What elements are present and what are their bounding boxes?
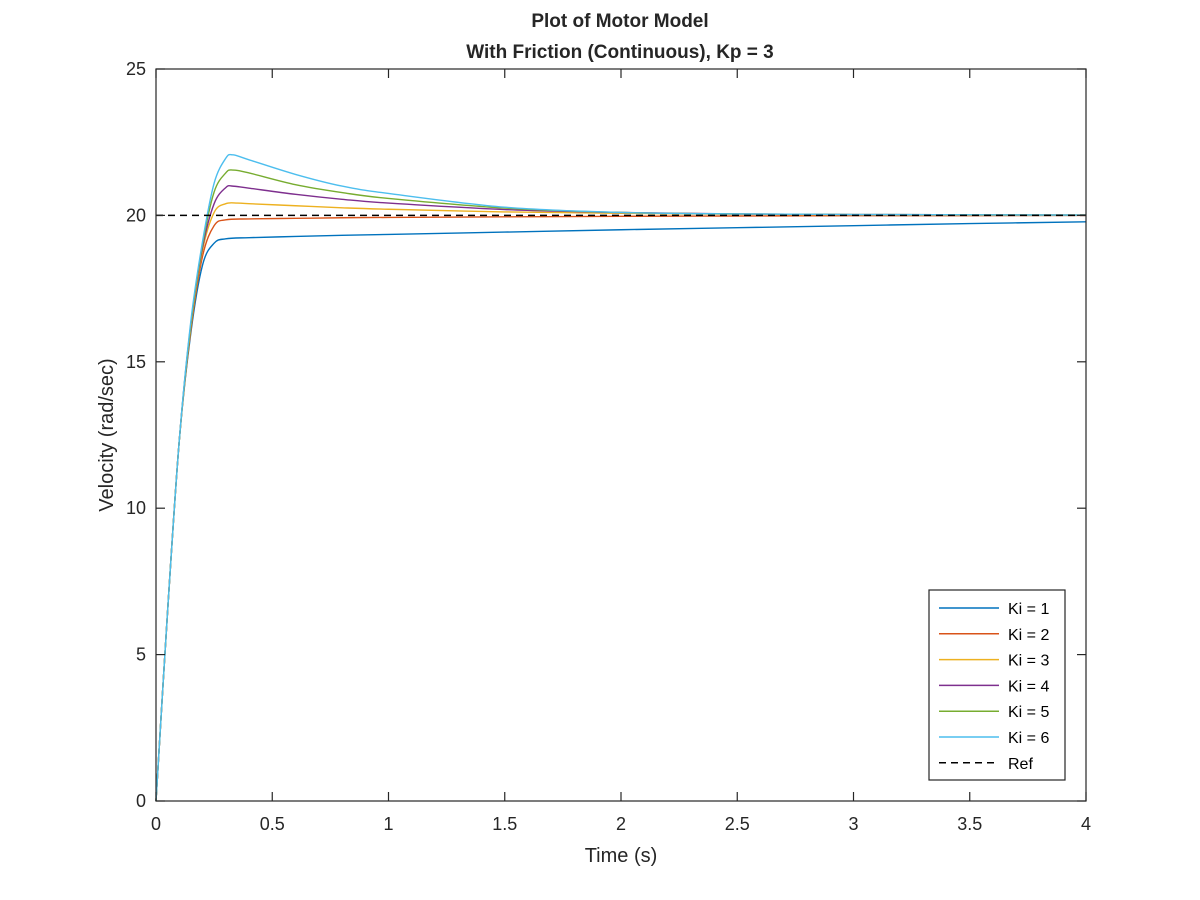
legend-label-2: Ki = 2 — [1008, 627, 1049, 644]
y-tick-label: 5 — [136, 645, 146, 665]
y-tick-label: 10 — [126, 498, 146, 518]
x-tick-label: 3.5 — [957, 814, 982, 834]
legend-label-1: Ki = 1 — [1008, 601, 1049, 618]
series-line-6 — [155, 153, 1087, 802]
x-tick-label: 2 — [616, 814, 626, 834]
x-tick-label: 0.5 — [260, 814, 285, 834]
legend: Ki = 1 Ki = 2 Ki = 3 Ki = 4 Ki = 5 Ki = 6 Ref — [928, 589, 1066, 781]
y-tick-label: 0 — [136, 791, 146, 811]
chart-title: Plot of Motor Model — [531, 11, 708, 32]
x-axis-ticks: 0 0.5 1 1.5 2 2.5 3 3.5 4 — [151, 69, 1091, 834]
x-tick-label: 1 — [383, 814, 393, 834]
y-tick-label: 15 — [126, 352, 146, 372]
y-axis-ticks: 0 5 10 15 20 25 — [126, 59, 1086, 811]
x-tick-label: 1.5 — [492, 814, 517, 834]
x-tick-label: 0 — [151, 814, 161, 834]
legend-label-5: Ki = 5 — [1008, 704, 1049, 721]
x-tick-label: 2.5 — [725, 814, 750, 834]
y-tick-label: 20 — [126, 205, 146, 225]
chart-subtitle: With Friction (Continuous), Kp = 3 — [466, 42, 774, 63]
x-tick-label: 3 — [848, 814, 858, 834]
legend-label-7: Ref — [1008, 756, 1033, 773]
y-tick-label: 25 — [126, 59, 146, 79]
legend-label-4: Ki = 4 — [1008, 678, 1049, 695]
x-tick-label: 4 — [1081, 814, 1091, 834]
y-axis-label: Velocity (rad/sec) — [96, 358, 118, 511]
legend-label-3: Ki = 3 — [1008, 653, 1049, 670]
legend-label-6: Ki = 6 — [1008, 730, 1049, 747]
x-axis-label: Time (s) — [585, 845, 658, 867]
series-layer — [155, 153, 1087, 802]
